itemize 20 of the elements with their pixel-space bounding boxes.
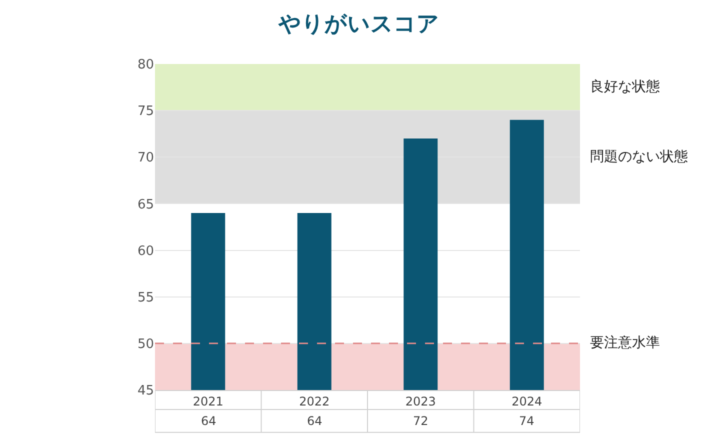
x-tick-label: 2023 [405,394,436,408]
y-tick-label: 50 [137,336,154,352]
chart-title: やりがいスコア [278,12,440,37]
x-tick-label: 2022 [299,394,330,408]
y-tick-label: 60 [137,244,154,259]
y-tick-label: 70 [137,150,154,166]
y-tick-label: 65 [137,197,154,212]
y-tick-label: 45 [137,384,154,399]
data-label: 74 [519,414,534,428]
data-label: 64 [201,414,216,428]
data-label: 64 [307,414,322,428]
y-tick-label: 80 [137,58,154,73]
x-tick-label: 2021 [192,394,224,408]
x-tick-label: 2024 [512,394,542,408]
ref-line-label: 要注意水準 [590,335,660,351]
band-label: 良好な状態 [590,79,660,95]
y-tick-label: 55 [137,290,154,306]
y-tick-label: 75 [137,104,154,120]
band-label: 問題のない状態 [590,149,688,165]
data-label: 72 [413,414,428,428]
